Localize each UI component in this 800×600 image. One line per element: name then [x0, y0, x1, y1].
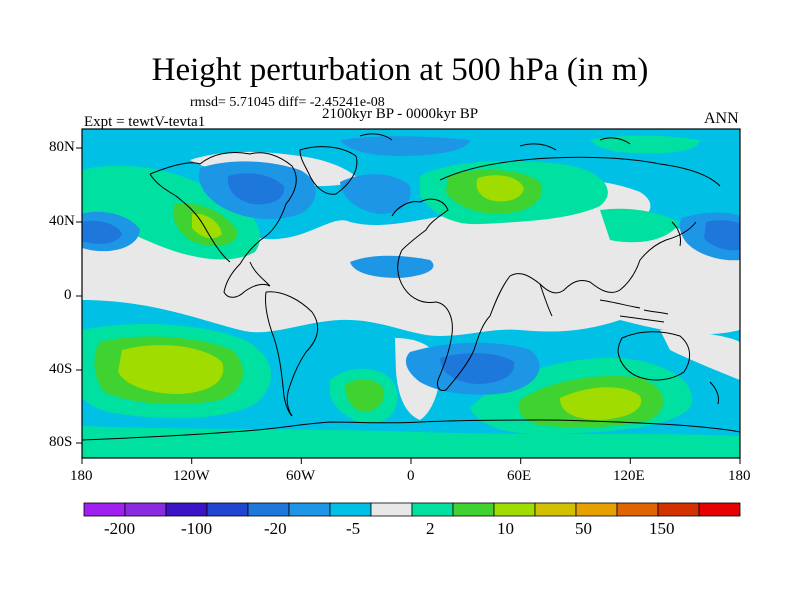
- field-blue-arctic: [340, 136, 470, 156]
- lon-label-0: 0: [407, 468, 415, 484]
- experiment-text: Expt = tewtV-tevta1: [84, 114, 206, 130]
- field-yellow-eurasia: [476, 175, 524, 202]
- map-field: [82, 129, 740, 458]
- lat-label-80s: 80S: [49, 434, 73, 450]
- coast-asia-south: [489, 221, 697, 317]
- lon-label-120w: 120W: [173, 468, 210, 484]
- coast-arctic-islands: [359, 133, 631, 151]
- coast-southamerica-west: [265, 291, 293, 417]
- lat-label-40s: 40S: [49, 361, 73, 377]
- field-blue-northatlantic: [340, 174, 411, 214]
- coastlines: [82, 133, 740, 441]
- coast-antarctica: [82, 419, 740, 441]
- axis-ticks: [76, 147, 741, 464]
- coast-eurasia-north: [439, 156, 721, 187]
- colorbar-swatch: [83, 502, 126, 517]
- coast-indonesia: [599, 299, 669, 323]
- field-green-antarctic: [82, 426, 740, 458]
- coast-india: [539, 283, 553, 317]
- lon-label-180e: 180: [728, 468, 751, 484]
- field-yellow-spac: [118, 345, 224, 394]
- field-dblue-southatl: [440, 353, 515, 384]
- field-dblue-npace: [704, 220, 740, 251]
- field-blue-nafrica: [350, 255, 434, 278]
- field-green-eastasia: [600, 208, 680, 243]
- period-text: 2100kyr BP - 0000kyr BP: [322, 106, 479, 122]
- colorbar-label: -200: [104, 519, 136, 538]
- colorbar-swatch: [206, 502, 249, 517]
- colorbar-swatch: [124, 502, 167, 517]
- lat-label-80n: 80N: [49, 139, 75, 155]
- coast-greenland: [299, 146, 358, 195]
- lon-label-180w: 180: [70, 468, 93, 484]
- field-yellow-npac: [192, 213, 222, 239]
- colorbar-label: 10: [497, 519, 514, 538]
- field-green-arctic-east: [590, 135, 700, 154]
- coast-alaska: [149, 173, 231, 263]
- coast-newzealand: [709, 381, 719, 405]
- lat-label-40n: 40N: [49, 213, 75, 229]
- coast-southamerica: [265, 291, 319, 417]
- colorbar-swatch: [411, 502, 454, 517]
- colorbar-label: 2: [426, 519, 435, 538]
- colorbar-swatch: [493, 502, 536, 517]
- colorbar-swatch: [370, 502, 413, 517]
- colorbar-swatch: [698, 502, 741, 517]
- field-dblue-greenland: [227, 173, 285, 205]
- colorbar-swatch: [616, 502, 659, 517]
- colorbar-swatch: [288, 502, 331, 517]
- colorbar-swatch: [534, 502, 577, 517]
- lon-label-120e: 120E: [613, 468, 645, 484]
- field-yellow-sind: [560, 387, 642, 420]
- colorbar: [83, 502, 741, 517]
- stats-text: rmsd= 5.71045 diff= -2.45241e-08: [190, 95, 385, 110]
- field-neutral-southpacific: [660, 330, 740, 380]
- colorbar-swatch: [575, 502, 618, 517]
- colorbar-label: -5: [346, 519, 361, 538]
- colorbar-swatch: [657, 502, 700, 517]
- colorbar-label: -100: [181, 519, 213, 538]
- coast-japan: [671, 221, 681, 247]
- coast-australia: [617, 331, 690, 381]
- lat-label-eq: 0: [64, 287, 72, 303]
- field-dblue-npacw: [82, 220, 122, 244]
- coast-northamerica: [149, 151, 297, 298]
- lon-label-60e: 60E: [507, 468, 532, 484]
- coast-europe-africa: [391, 198, 491, 391]
- colorbar-swatch: [165, 502, 208, 517]
- lon-label-60w: 60W: [286, 468, 316, 484]
- colorbar-label: 50: [575, 519, 592, 538]
- colorbar-swatch: [452, 502, 495, 517]
- plot-title: Height perturbation at 500 hPa (in m): [151, 52, 649, 88]
- colorbar-swatch: [247, 502, 290, 517]
- season-text: ANN: [704, 110, 739, 127]
- colorbar-swatch: [329, 502, 372, 517]
- colorbar-label: -20: [264, 519, 287, 538]
- colorbar-label: 150: [649, 519, 675, 538]
- field-mgreen-satl: [345, 379, 385, 412]
